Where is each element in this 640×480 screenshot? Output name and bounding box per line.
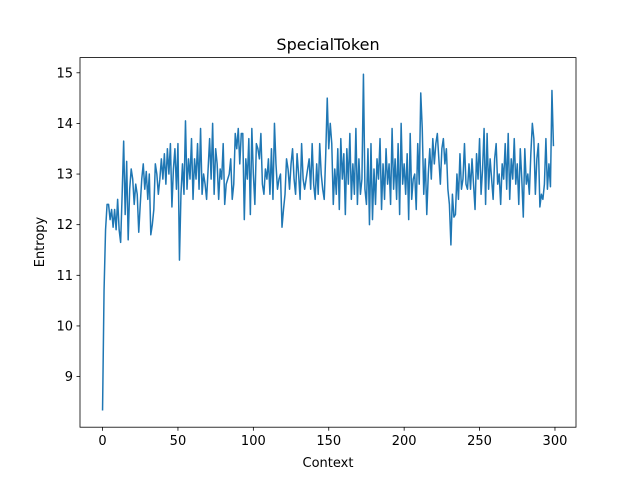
chart-title: SpecialToken (276, 35, 379, 54)
x-tick-label: 100 (241, 434, 266, 449)
y-tick-label: 12 (56, 218, 73, 233)
y-tick-label: 11 (56, 269, 73, 284)
y-axis-label: Entropy (33, 216, 48, 267)
x-tick-label: 250 (467, 434, 492, 449)
data-line (101, 73, 555, 411)
y-tick-label: 15 (56, 66, 73, 81)
y-tick-label: 13 (56, 168, 73, 183)
x-tick-label: 150 (316, 434, 341, 449)
x-tick-label: 50 (170, 434, 187, 449)
y-tick-label: 14 (56, 117, 73, 132)
x-axis-label: Context (303, 456, 354, 471)
x-tick-label: 300 (543, 434, 568, 449)
x-tick-label: 200 (392, 434, 417, 449)
y-tick-label: 9 (65, 370, 73, 385)
axes-frame (79, 57, 577, 428)
x-tick-label: 0 (98, 434, 106, 449)
y-tick-label: 10 (56, 319, 73, 334)
